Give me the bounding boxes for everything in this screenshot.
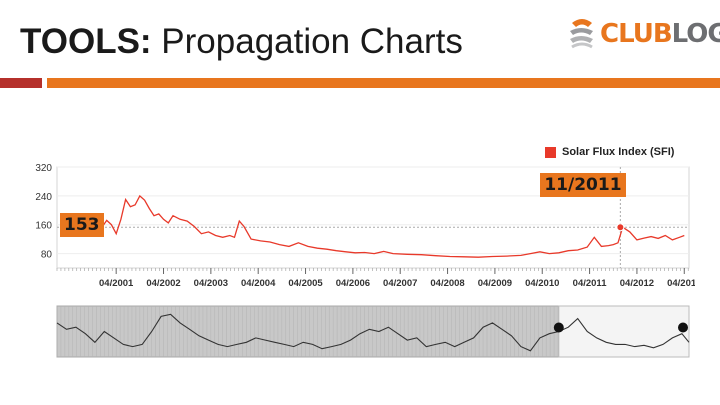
sfi-chart-canvas: 80 160 240 320 04/2001 04/2002 04/2003 04/2004 0… bbox=[35, 163, 695, 358]
slide-title-rest: Propagation Charts bbox=[151, 22, 463, 61]
x-tick-label: 04/2003 bbox=[194, 278, 228, 289]
x-tick-label: 04/2005 bbox=[288, 278, 323, 289]
y-tick-label: 320 bbox=[35, 163, 52, 174]
x-tick-label: 04/2007 bbox=[383, 278, 417, 289]
y-tick-label: 80 bbox=[41, 250, 53, 261]
x-tick-label: 04/2006 bbox=[336, 278, 370, 289]
x-tick-label: 04/2002 bbox=[146, 278, 180, 289]
y-tick-label: 240 bbox=[35, 192, 52, 203]
y-tick-label: 160 bbox=[35, 221, 52, 232]
legend-swatch bbox=[545, 146, 556, 158]
legend-label: Solar Flux Index (SFI) bbox=[562, 146, 675, 158]
navigator-window bbox=[558, 305, 690, 358]
clublog-logo: CLUBLOG bbox=[566, 14, 720, 54]
x-tick-label: 04/2012 bbox=[620, 278, 654, 289]
navigator-left-handle[interactable] bbox=[553, 322, 564, 333]
hover-point bbox=[616, 223, 625, 232]
slide-title-bold: TOOLS: bbox=[20, 22, 152, 61]
x-tick-label: 04/2010 bbox=[525, 278, 559, 289]
x-tick-label: 04/2004 bbox=[241, 278, 276, 289]
x-tick-label: 04/2001 bbox=[99, 278, 134, 289]
x-tick-label: 04/2013 bbox=[667, 278, 695, 289]
clublog-wordmark-log: LOG bbox=[671, 19, 720, 49]
navigator-right-handle[interactable] bbox=[678, 322, 688, 333]
x-tick-label: 04/2008 bbox=[430, 278, 464, 289]
clublog-wordmark-club: CLUB bbox=[600, 19, 673, 49]
clublog-wordmark: CLUBLOG bbox=[600, 19, 720, 49]
clublog-logo-icon bbox=[570, 19, 593, 49]
date-callout: 11/2011 bbox=[540, 173, 626, 197]
navigator-series-line bbox=[56, 313, 690, 352]
chart-legend[interactable]: Solar Flux Index (SFI) bbox=[545, 146, 674, 158]
sfi-chart[interactable]: 80 160 240 320 04/2001 04/2002 04/2003 04/2004 0… bbox=[20, 138, 695, 363]
slide-title: TOOLS: Propagation Charts bbox=[20, 22, 463, 62]
value-callout: 153 bbox=[60, 213, 104, 238]
x-tick-label: 04/2009 bbox=[478, 278, 512, 289]
x-tick-label: 04/2011 bbox=[573, 278, 608, 289]
accent-bar-left bbox=[0, 78, 42, 88]
accent-rule bbox=[47, 78, 720, 88]
sfi-series-line bbox=[96, 194, 685, 258]
